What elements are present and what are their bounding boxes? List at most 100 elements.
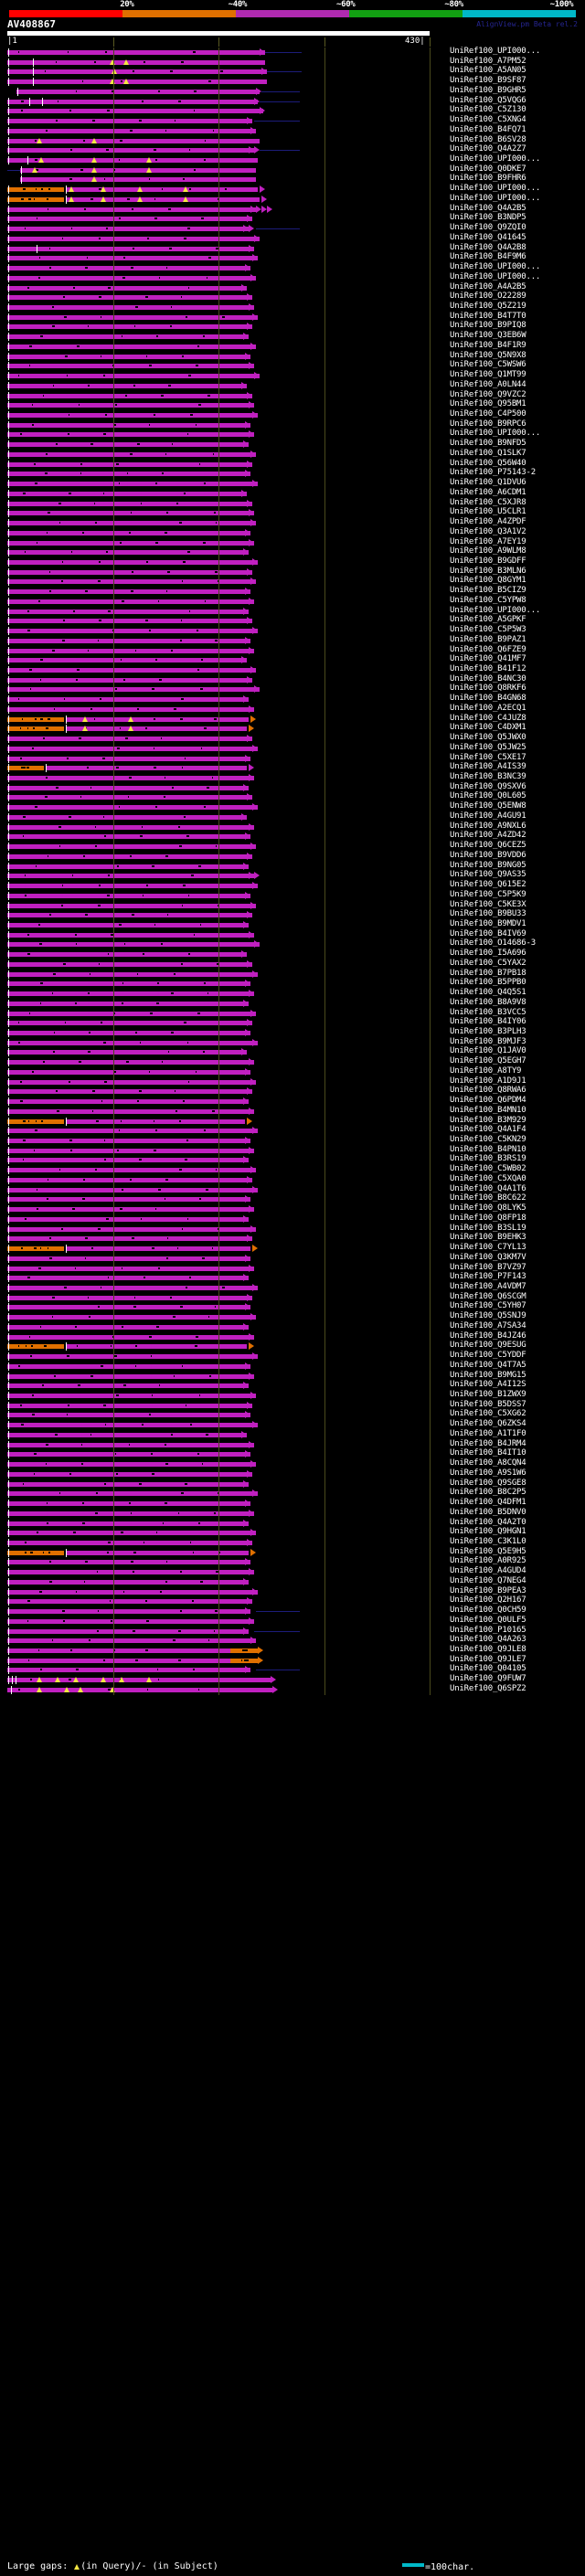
alignment-row[interactable]: UniRef100_A7PM52 bbox=[0, 56, 585, 68]
alignment-row[interactable]: UniRef100_Q8RKF6 bbox=[0, 684, 585, 694]
hsp-bar[interactable] bbox=[7, 275, 256, 281]
alignment-row[interactable]: UniRef100_Q4DFM1 bbox=[0, 1498, 585, 1509]
alignment-row[interactable]: UniRef100_C5P5K9 bbox=[0, 890, 585, 901]
hit-accession-label[interactable]: UniRef100_A7EY19 bbox=[450, 536, 526, 546]
hit-accession-label[interactable]: UniRef100_B4IY06 bbox=[450, 1017, 526, 1027]
hit-accession-label[interactable]: UniRef100_Q9AS35 bbox=[450, 870, 526, 880]
alignment-row[interactable]: UniRef100_Q41MF7 bbox=[0, 654, 585, 665]
hit-accession-label[interactable]: UniRef100_B9BU33 bbox=[450, 909, 526, 919]
hsp-bar[interactable] bbox=[7, 119, 252, 124]
alignment-row[interactable]: UniRef100_A0LN44 bbox=[0, 380, 585, 391]
alignment-row[interactable]: UniRef100_C5YH07 bbox=[0, 1301, 585, 1312]
hit-accession-label[interactable]: UniRef100_A6CDM1 bbox=[450, 487, 526, 497]
hit-accession-label[interactable]: UniRef100_Q4A2B5 bbox=[450, 203, 526, 213]
hit-accession-label[interactable]: UniRef100_A5GPKF bbox=[450, 615, 526, 625]
hit-accession-label[interactable]: UniRef100_A7PM52 bbox=[450, 56, 526, 66]
hit-accession-label[interactable]: UniRef100_Q615E2 bbox=[450, 880, 526, 890]
alignment-row[interactable]: UniRef100_B4FQ71 bbox=[0, 125, 585, 136]
hit-accession-label[interactable]: UniRef100_Q41645 bbox=[450, 232, 526, 242]
hit-accession-label[interactable]: UniRef100_Q6SCGM bbox=[450, 1291, 526, 1301]
hsp-bar[interactable] bbox=[7, 922, 249, 928]
hit-accession-label[interactable]: UniRef100_C4JUZ8 bbox=[450, 713, 526, 723]
hsp-bar[interactable] bbox=[7, 609, 249, 614]
alignment-row[interactable]: UniRef100_B4F9M6 bbox=[0, 252, 585, 263]
hit-accession-label[interactable]: UniRef100_B8C622 bbox=[450, 1193, 526, 1203]
alignment-row[interactable]: UniRef100_Q4T7A5 bbox=[0, 1361, 585, 1372]
alignment-row[interactable]: UniRef100_I5A696 bbox=[0, 949, 585, 959]
alignment-row[interactable]: UniRef100_B7PB18 bbox=[0, 969, 585, 980]
hit-accession-label[interactable]: UniRef100_Q9ESUG bbox=[450, 1341, 526, 1351]
hit-accession-label[interactable]: UniRef100_Q4A2T0 bbox=[450, 1517, 526, 1527]
hit-accession-label[interactable]: UniRef100_Q6CEZ5 bbox=[450, 841, 526, 851]
hit-accession-label[interactable]: UniRef100_Q3A1V2 bbox=[450, 526, 526, 536]
alignment-row[interactable]: UniRef100_Q9VZC2 bbox=[0, 390, 585, 401]
alignment-row[interactable]: UniRef100_B6SV28 bbox=[0, 135, 585, 146]
hit-accession-label[interactable]: UniRef100_B9PAZ1 bbox=[450, 634, 526, 644]
hsp-bar[interactable] bbox=[7, 1139, 250, 1144]
alignment-row[interactable]: UniRef100_UPI000... bbox=[0, 193, 585, 205]
alignment-row[interactable]: UniRef100_Q7NEG4 bbox=[0, 1576, 585, 1587]
hsp-bar[interactable] bbox=[7, 295, 252, 301]
hit-accession-label[interactable]: UniRef100_Q5JW25 bbox=[450, 742, 526, 752]
hit-accession-label[interactable]: UniRef100_A9NXL6 bbox=[450, 821, 526, 831]
hit-accession-label[interactable]: UniRef100_B8A9V8 bbox=[450, 997, 526, 1007]
hsp-bar[interactable] bbox=[66, 1246, 250, 1252]
alignment-row[interactable]: UniRef100_Q5JWX0 bbox=[0, 733, 585, 744]
alignment-row[interactable]: UniRef100_UPI000... bbox=[0, 271, 585, 283]
hit-accession-label[interactable]: UniRef100_UPI000... bbox=[450, 193, 541, 203]
alignment-row[interactable]: UniRef100_Q5E9H5 bbox=[0, 1547, 585, 1558]
hit-accession-label[interactable]: UniRef100_C4DXM1 bbox=[450, 723, 526, 733]
hsp-bar[interactable] bbox=[7, 746, 258, 751]
hit-accession-label[interactable]: UniRef100_C5YDDF bbox=[450, 1351, 526, 1361]
hit-accession-label[interactable]: UniRef100_C4P500 bbox=[450, 409, 526, 419]
alignment-row[interactable]: UniRef100_A9WLM8 bbox=[0, 546, 585, 557]
hsp-bar[interactable] bbox=[7, 913, 252, 918]
hit-accession-label[interactable]: UniRef100_Q5ENW8 bbox=[450, 801, 526, 811]
alignment-row[interactable]: UniRef100_UPI000... bbox=[0, 184, 585, 195]
hsp-bar[interactable] bbox=[7, 903, 256, 908]
alignment-row[interactable]: UniRef100_C4JUZ8 bbox=[0, 713, 585, 725]
hit-accession-label[interactable]: UniRef100_B9RPC6 bbox=[450, 419, 526, 429]
alignment-row[interactable]: UniRef100_B4IT10 bbox=[0, 1448, 585, 1459]
hsp-bar[interactable] bbox=[7, 737, 252, 742]
hsp-bar[interactable] bbox=[7, 99, 258, 104]
alignment-row[interactable]: UniRef100_Q6PDM4 bbox=[0, 1096, 585, 1107]
hit-accession-label[interactable]: UniRef100_Q1SLK7 bbox=[450, 448, 526, 458]
hsp-bar[interactable] bbox=[7, 1079, 256, 1085]
alignment-row[interactable]: UniRef100_Q6CEZ5 bbox=[0, 841, 585, 852]
hsp-bar[interactable] bbox=[7, 1531, 256, 1536]
hsp-bar[interactable] bbox=[7, 1540, 252, 1545]
alignment-row[interactable]: UniRef100_C5XJR8 bbox=[0, 498, 585, 509]
hsp-bar[interactable] bbox=[7, 1560, 250, 1565]
hit-accession-label[interactable]: UniRef100_C5KN29 bbox=[450, 1135, 526, 1145]
hit-accession-label[interactable]: UniRef100_B4NC30 bbox=[450, 673, 526, 684]
alignment-row[interactable]: UniRef100_Q9SGE8 bbox=[0, 1479, 585, 1489]
alignment-row[interactable]: UniRef100_Q8FP18 bbox=[0, 1214, 585, 1224]
alignment-row[interactable]: UniRef100_Q4A2B5 bbox=[0, 203, 585, 215]
hit-accession-label[interactable]: UniRef100_B9NFD5 bbox=[450, 439, 526, 449]
alignment-row[interactable]: UniRef100_B4T7T0 bbox=[0, 312, 585, 323]
hsp-bar[interactable] bbox=[66, 1550, 249, 1555]
alignment-row[interactable]: UniRef100_A4ZPDF bbox=[0, 517, 585, 528]
hit-accession-label[interactable]: UniRef100_Q5Z219 bbox=[450, 301, 526, 311]
hsp-bar[interactable] bbox=[7, 1040, 258, 1045]
alignment-row[interactable]: UniRef100_UPI000... bbox=[0, 262, 585, 273]
alignment-row[interactable]: UniRef100_Q9ZQI0 bbox=[0, 223, 585, 234]
hsp-bar[interactable] bbox=[7, 1324, 249, 1330]
hsp-bar[interactable] bbox=[7, 1069, 250, 1075]
alignment-row[interactable]: UniRef100_Q8LYK5 bbox=[0, 1203, 585, 1214]
alignment-row[interactable]: UniRef100_Q5ENW8 bbox=[0, 801, 585, 812]
hsp-bar[interactable] bbox=[7, 196, 64, 202]
hsp-bar[interactable] bbox=[7, 844, 256, 850]
alignment-row[interactable]: UniRef100_Q5JW25 bbox=[0, 742, 585, 754]
hit-accession-label[interactable]: UniRef100_I5A696 bbox=[450, 949, 526, 959]
hit-accession-label[interactable]: UniRef100_Q9SGE8 bbox=[450, 1478, 526, 1488]
hit-accession-label[interactable]: UniRef100_B7VZ97 bbox=[450, 1262, 526, 1272]
hsp-bar[interactable] bbox=[7, 893, 250, 898]
hit-accession-label[interactable]: UniRef100_C5XQA0 bbox=[450, 1173, 526, 1183]
hsp-bar[interactable] bbox=[7, 687, 260, 693]
hsp-bar[interactable] bbox=[7, 1442, 254, 1447]
hit-accession-label[interactable]: UniRef100_UPI000... bbox=[450, 271, 541, 281]
alignment-row[interactable]: UniRef100_B9SF87 bbox=[0, 76, 585, 87]
alignment-row[interactable]: UniRef100_B3RS19 bbox=[0, 1154, 585, 1165]
